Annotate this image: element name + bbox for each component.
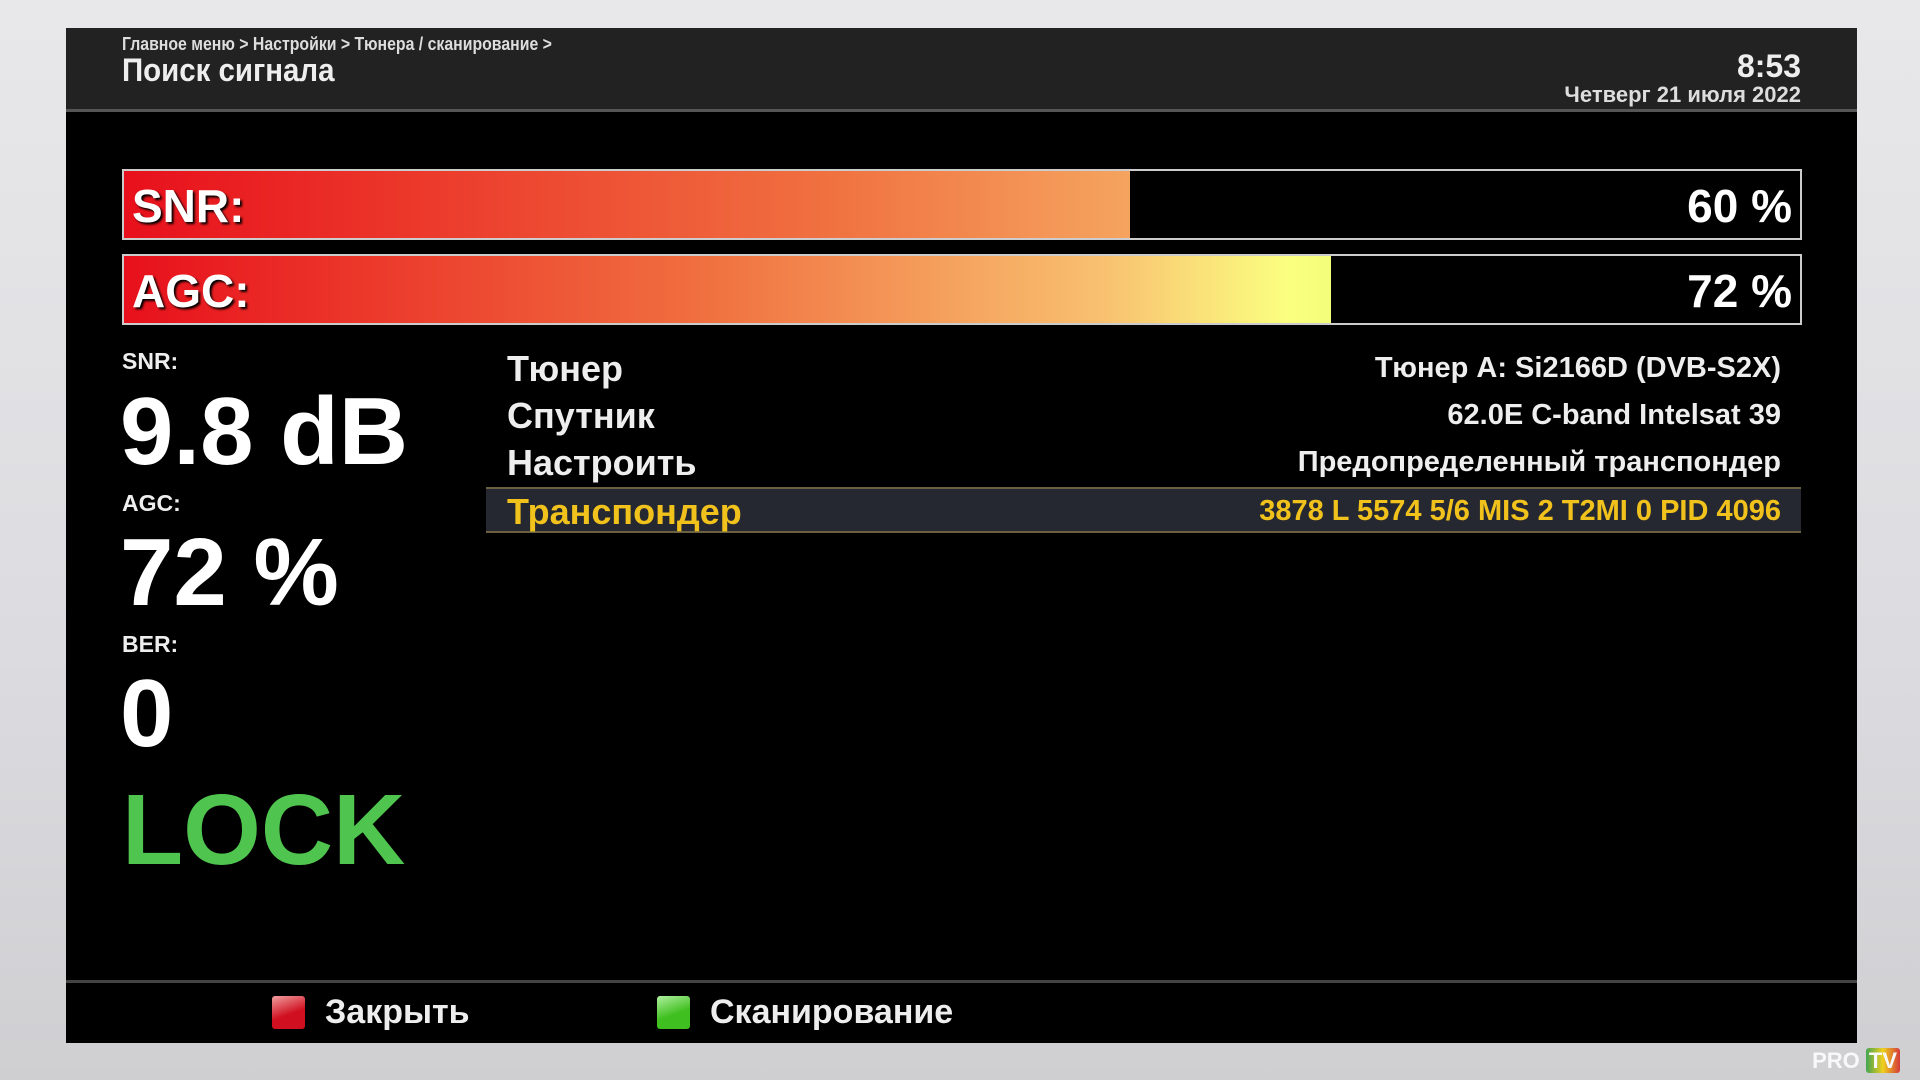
snr-bar-percent: 60 %: [1687, 180, 1792, 232]
ber-label: BER:: [122, 631, 179, 657]
snr-label: SNR:: [122, 348, 179, 374]
scan-label: Сканирование: [710, 993, 954, 1031]
row-key: Транспондер: [507, 491, 742, 532]
info-row-setup[interactable]: Настроить Предопределенный транспондер: [486, 440, 1801, 486]
agc-value: 72 %: [120, 519, 339, 626]
info-row-satellite[interactable]: Спутник 62.0E C-band Intelsat 39: [486, 393, 1801, 439]
agc-label: AGC:: [122, 490, 181, 516]
footer: Закрыть Сканирование: [66, 980, 1857, 1043]
row-key: Спутник: [507, 395, 655, 436]
page-title: Поиск сигнала: [122, 52, 335, 88]
row-value: 62.0E C-band Intelsat 39: [1447, 399, 1781, 431]
clock: 8:53: [1736, 48, 1801, 84]
close-button[interactable]: Закрыть: [272, 993, 470, 1032]
green-key-icon: [657, 996, 690, 1029]
row-value: 3878 L 5574 5/6 MIS 2 T2MI 0 PID 4096: [1259, 495, 1781, 527]
row-value: Тюнер A: Si2166D (DVB-S2X): [1374, 352, 1781, 384]
row-key: Настроить: [507, 442, 697, 483]
row-key: Тюнер: [507, 348, 624, 389]
row-value: Предопределенный транспондер: [1297, 446, 1781, 478]
signal-search-window: Главное меню > Настройки > Тюнера / скан…: [66, 28, 1857, 1043]
channel-logo: PRO TV: [1812, 1048, 1900, 1074]
close-label: Закрыть: [325, 993, 470, 1031]
info-row-tuner[interactable]: Тюнер Тюнер A: Si2166D (DVB-S2X): [486, 346, 1801, 392]
agc-bar-label: AGC:: [132, 265, 250, 317]
snr-bar: SNR: 60 %: [122, 169, 1802, 240]
snr-bar-label: SNR:: [132, 180, 245, 232]
agc-bar-fill: [124, 256, 1331, 323]
breadcrumb: Главное меню > Настройки > Тюнера / скан…: [122, 34, 552, 54]
lock-status: LOCK: [122, 774, 406, 886]
snr-bar-fill: [124, 171, 1130, 238]
snr-value: 9.8 dB: [120, 378, 409, 485]
red-key-icon: [272, 996, 305, 1029]
date: Четверг 21 июля 2022: [1564, 82, 1801, 107]
agc-bar: AGC: 72 %: [122, 254, 1802, 325]
ber-value: 0: [120, 660, 174, 767]
scan-button[interactable]: Сканирование: [657, 993, 953, 1032]
agc-bar-percent: 72 %: [1687, 265, 1792, 317]
header: Главное меню > Настройки > Тюнера / скан…: [66, 28, 1857, 112]
info-row-transponder[interactable]: Транспондер 3878 L 5574 5/6 MIS 2 T2MI 0…: [486, 487, 1801, 533]
